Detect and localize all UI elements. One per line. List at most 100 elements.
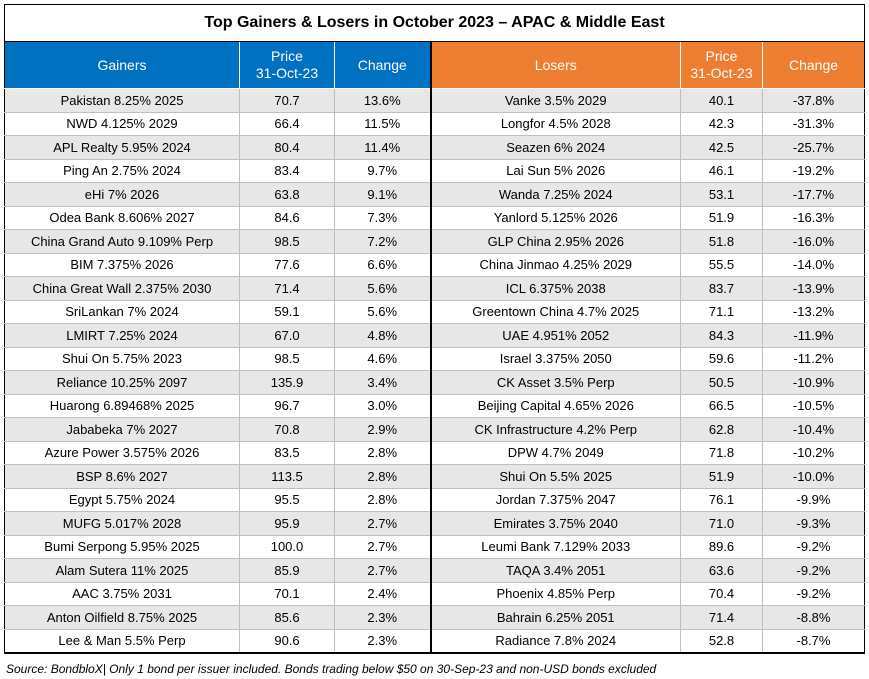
table-row: BIM 7.375% 2026 77.6 6.6% China Jinmao 4.25… (4, 252, 866, 277)
gainer-change: 6.6% (334, 252, 431, 277)
loser-price: 89.6 (680, 534, 763, 559)
table-row: Ping An 2.75% 2024 83.4 9.7% Lai Sun 5% 202… (4, 158, 866, 183)
table-row: NWD 4.125% 2029 66.4 11.5% Longfor 4.5% 202… (4, 111, 866, 136)
gainer-price: 63.8 (239, 182, 335, 207)
loser-price: 70.4 (680, 581, 763, 606)
gainer-bond-name: MUFG 5.017% 2028 (4, 511, 240, 536)
loser-price: 51.9 (680, 464, 763, 489)
header-gainers-price: Price 31-Oct-23 (239, 41, 335, 89)
loser-bond-name: Emirates 3.75% 2040 (429, 511, 681, 536)
loser-price: 71.8 (680, 440, 763, 465)
table-body: Pakistan 8.25% 2025 70.7 13.6% Vanke 3.5% 2… (4, 88, 866, 654)
gainer-price: 100.0 (239, 534, 335, 559)
gainer-bond-name: Huarong 6.89468% 2025 (4, 393, 240, 418)
gainer-change: 7.2% (334, 229, 431, 254)
gainer-change: 2.7% (334, 534, 431, 559)
loser-bond-name: Wanda 7.25% 2024 (429, 182, 681, 207)
gainer-change: 4.6% (334, 346, 431, 371)
gainer-price: 66.4 (239, 111, 335, 136)
loser-change: -14.0% (761, 252, 866, 277)
loser-change: -11.9% (761, 323, 866, 348)
loser-price: 40.1 (680, 88, 763, 113)
table-row: Anton Oilfield 8.75% 2025 85.6 2.3% Bahrain… (4, 605, 866, 630)
loser-price: 71.1 (680, 299, 763, 324)
gainer-price: 98.5 (239, 229, 335, 254)
gainer-price: 70.7 (239, 88, 335, 113)
loser-bond-name: TAQA 3.4% 2051 (429, 558, 681, 583)
gainer-change: 9.7% (334, 158, 431, 183)
gainer-price: 90.6 (239, 628, 335, 654)
gainer-bond-name: Egypt 5.75% 2024 (4, 487, 240, 512)
loser-change: -25.7% (761, 135, 866, 160)
header-losers-price: Price 31-Oct-23 (680, 41, 763, 89)
gainer-price: 71.4 (239, 276, 335, 301)
loser-change: -11.2% (761, 346, 866, 371)
gainer-bond-name: APL Realty 5.95% 2024 (4, 135, 240, 160)
loser-bond-name: Jordan 7.375% 2047 (429, 487, 681, 512)
loser-price: 62.8 (680, 417, 763, 442)
gainer-bond-name: Reliance 10.25% 2097 (4, 370, 240, 395)
gainer-change: 2.8% (334, 464, 431, 489)
gainer-bond-name: China Grand Auto 9.109% Perp (4, 229, 240, 254)
loser-change: -31.3% (761, 111, 866, 136)
header-gainers: Gainers (4, 41, 240, 89)
gainer-change: 2.7% (334, 511, 431, 536)
gainer-price: 77.6 (239, 252, 335, 277)
gainer-bond-name: Pakistan 8.25% 2025 (4, 88, 240, 113)
loser-change: -9.9% (761, 487, 866, 512)
loser-price: 59.6 (680, 346, 763, 371)
table-row: Jababeka 7% 2027 70.8 2.9% CK Infrastructur… (4, 417, 866, 442)
table-row: SriLankan 7% 2024 59.1 5.6% Greentown China… (4, 299, 866, 324)
table-row: Alam Sutera 11% 2025 85.9 2.7% TAQA 3.4% 20… (4, 558, 866, 583)
loser-bond-name: DPW 4.7% 2049 (429, 440, 681, 465)
loser-bond-name: Beijing Capital 4.65% 2026 (429, 393, 681, 418)
loser-change: -16.3% (761, 205, 866, 230)
table-row: Pakistan 8.25% 2025 70.7 13.6% Vanke 3.5% 2… (4, 88, 866, 113)
gainer-bond-name: LMIRT 7.25% 2024 (4, 323, 240, 348)
gainer-change: 11.5% (334, 111, 431, 136)
loser-price: 83.7 (680, 276, 763, 301)
loser-price: 46.1 (680, 158, 763, 183)
gainer-change: 4.8% (334, 323, 431, 348)
loser-change: -37.8% (761, 88, 866, 113)
table-row: APL Realty 5.95% 2024 80.4 11.4% Seazen 6% … (4, 135, 866, 160)
source-note: Source: BondbloX| Only 1 bond per issuer… (6, 662, 657, 676)
table-row: Egypt 5.75% 2024 95.5 2.8% Jordan 7.375% 20… (4, 487, 866, 512)
gainer-price: 113.5 (239, 464, 335, 489)
loser-price: 63.6 (680, 558, 763, 583)
gainer-price: 70.1 (239, 581, 335, 606)
loser-price: 51.8 (680, 229, 763, 254)
loser-change: -10.0% (761, 464, 866, 489)
loser-price: 42.3 (680, 111, 763, 136)
loser-bond-name: ICL 6.375% 2038 (429, 276, 681, 301)
gainer-price: 135.9 (239, 370, 335, 395)
loser-bond-name: CK Infrastructure 4.2% Perp (429, 417, 681, 442)
loser-price: 51.9 (680, 205, 763, 230)
gainer-price: 84.6 (239, 205, 335, 230)
loser-price: 55.5 (680, 252, 763, 277)
loser-price: 76.1 (680, 487, 763, 512)
loser-bond-name: Vanke 3.5% 2029 (429, 88, 681, 113)
gainer-price: 85.9 (239, 558, 335, 583)
table-row: Reliance 10.25% 2097 135.9 3.4% CK Asset 3.… (4, 370, 866, 395)
gainer-price: 98.5 (239, 346, 335, 371)
gainer-change: 3.0% (334, 393, 431, 418)
gainer-bond-name: AAC 3.75% 2031 (4, 581, 240, 606)
table-row: MUFG 5.017% 2028 95.9 2.7% Emirates 3.75% 2… (4, 511, 866, 536)
table-row: Bumi Serpong 5.95% 2025 100.0 2.7% Leumi Ba… (4, 534, 866, 559)
table-row: LMIRT 7.25% 2024 67.0 4.8% UAE 4.951% 2052 8… (4, 323, 866, 348)
loser-change: -8.7% (761, 628, 866, 654)
gainer-bond-name: Shui On 5.75% 2023 (4, 346, 240, 371)
gainer-change: 2.3% (334, 605, 431, 630)
gainer-bond-name: eHi 7% 2026 (4, 182, 240, 207)
loser-price: 71.0 (680, 511, 763, 536)
gainer-bond-name: BSP 8.6% 2027 (4, 464, 240, 489)
loser-bond-name: Phoenix 4.85% Perp (429, 581, 681, 606)
header-price-line2: 31-Oct-23 (690, 65, 753, 81)
gainer-change: 2.8% (334, 487, 431, 512)
gainer-bond-name: Azure Power 3.575% 2026 (4, 440, 240, 465)
gainer-bond-name: BIM 7.375% 2026 (4, 252, 240, 277)
loser-price: 52.8 (680, 628, 763, 654)
header-losers: Losers (429, 41, 681, 89)
gainer-bond-name: Anton Oilfield 8.75% 2025 (4, 605, 240, 630)
